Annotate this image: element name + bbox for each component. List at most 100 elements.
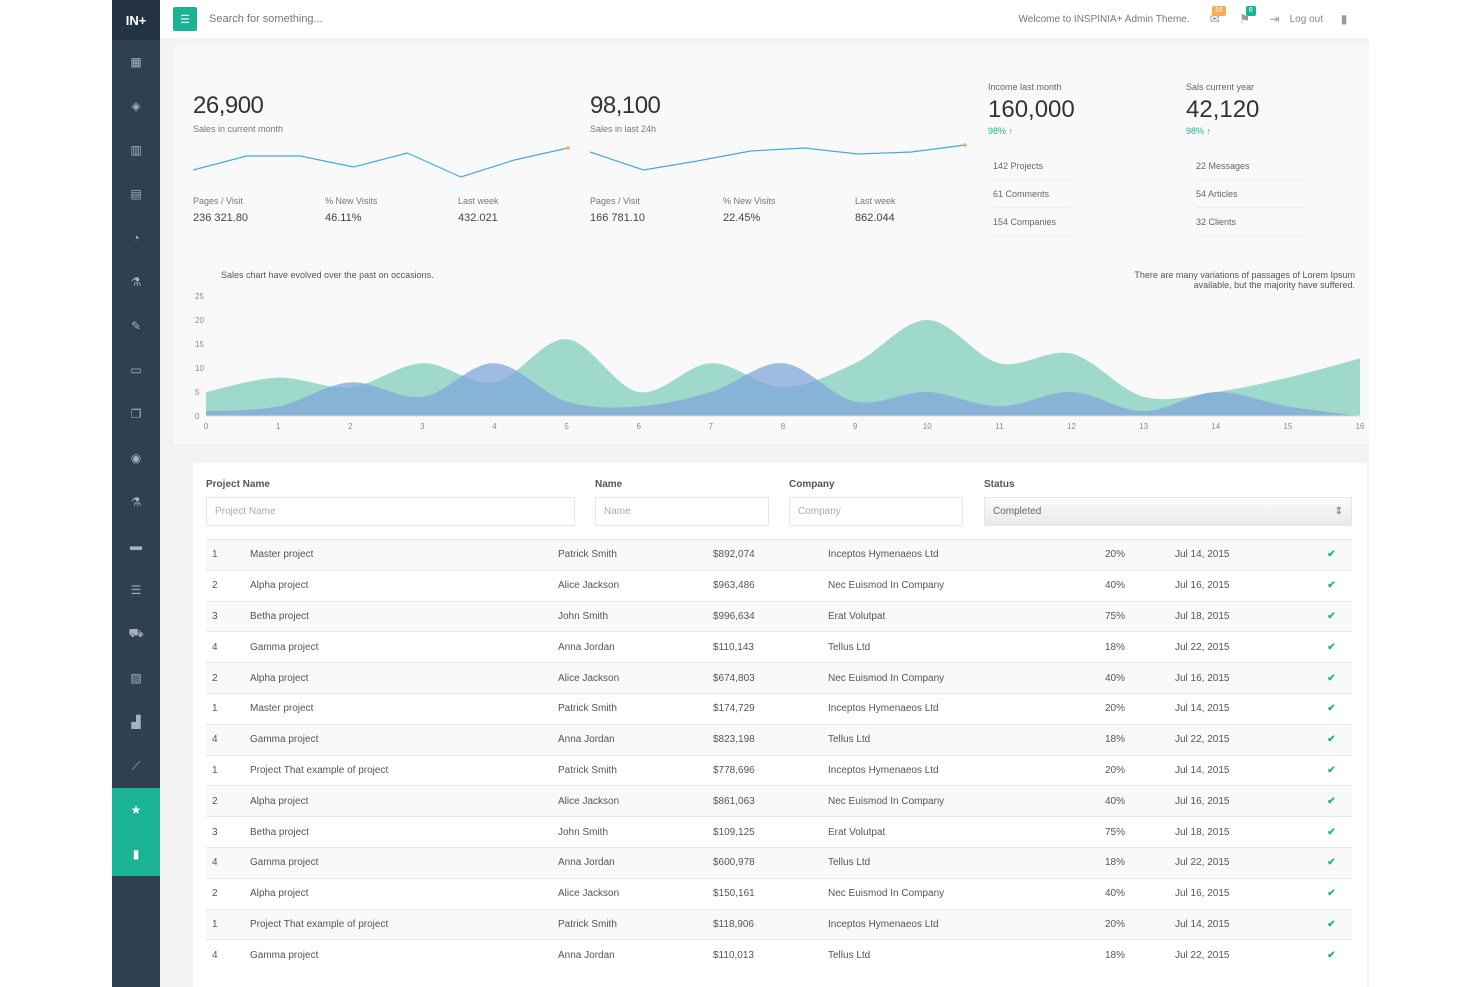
sidebar-item-8[interactable]: ❐: [112, 392, 160, 436]
project-name: Gamma project: [250, 857, 319, 869]
welcome-message: Welcome to INSPINIA+ Admin Theme.: [1018, 13, 1190, 25]
check-icon: ✔: [1327, 549, 1336, 561]
chart-note-left: Sales chart have evolved over the past o…: [221, 270, 434, 280]
logout-link[interactable]: Log out: [1289, 13, 1323, 25]
completion: 20%: [1105, 549, 1126, 561]
amount: $674,803: [713, 672, 755, 684]
amount: $778,696: [713, 764, 755, 776]
completion: 40%: [1105, 580, 1126, 592]
star-icon: ★: [130, 803, 142, 817]
amount: $861,063: [713, 795, 755, 807]
check-icon: ✔: [1327, 703, 1336, 715]
amount: $118,906: [713, 918, 754, 930]
tasks-icon[interactable]: ▮: [1340, 12, 1348, 26]
amount: $963,486: [713, 580, 755, 592]
y-tick-label: 5: [195, 388, 200, 397]
project-name-input[interactable]: [206, 497, 575, 526]
sidebar-item-7[interactable]: ▭: [112, 348, 160, 392]
company-input[interactable]: [789, 497, 963, 526]
amount: $600,978: [713, 857, 755, 869]
table-row[interactable]: 4 Gamma project Anna Jordan $110,013 Tellus …: [206, 939, 1352, 971]
table-row[interactable]: 1 Project That example of project Patrick …: [206, 909, 1352, 940]
table-row[interactable]: 4 Gamma project Anna Jordan $110,143 Tellus …: [206, 631, 1352, 663]
name-label: Name: [595, 479, 623, 490]
y-tick-label: 20: [195, 316, 204, 325]
sidebar: IN+ ▦ ◈ ▥ ▤ ◔ ⚗ ✎ ▭ ❐ ◉ ⚗ ▬ ☰ ⛟ ▨ ▟ ⟋ ★ ▮: [112, 0, 160, 987]
sidebar-item-5[interactable]: ⚗: [112, 260, 160, 304]
metric-pages-visit: Pages / Visit 166 781.10: [590, 196, 646, 224]
person-name: Patrick Smith: [558, 764, 617, 776]
sidebar-item-4[interactable]: ◔: [112, 216, 160, 260]
table-row[interactable]: 2 Alpha project Alice Jackson $150,161 Nec E…: [206, 878, 1352, 909]
sidebar-item-1[interactable]: ◈: [112, 84, 160, 128]
x-tick-label: 14: [1211, 422, 1220, 431]
sidebar-item-12[interactable]: ☰: [112, 568, 160, 612]
menu-toggle-button[interactable]: ☰: [173, 7, 197, 31]
sidebar-item-18[interactable]: ▮: [112, 832, 160, 876]
table-row[interactable]: 2 Alpha project Alice Jackson $674,803 Nec E…: [206, 662, 1352, 694]
sidebar-item-10[interactable]: ⚗: [112, 480, 160, 524]
row-index: 1: [212, 918, 218, 930]
sidebar-item-3[interactable]: ▤: [112, 172, 160, 216]
row-index: 2: [212, 672, 218, 684]
table-row[interactable]: 1 Project That example of project Patrick …: [206, 755, 1352, 786]
status-label: Status: [984, 479, 1015, 490]
sidebar-item-2[interactable]: ▥: [112, 128, 160, 172]
sidebar-nav: ▦ ◈ ▥ ▤ ◔ ⚗ ✎ ▭ ❐ ◉ ⚗ ▬ ☰ ⛟ ▨ ▟ ⟋ ★ ▮: [112, 40, 160, 876]
flask-icon: ⚗: [130, 495, 142, 509]
table-row[interactable]: 4 Gamma project Anna Jordan $600,978 Tellus …: [206, 847, 1352, 879]
sparkline-mid: [590, 143, 967, 171]
x-tick-label: 8: [781, 422, 786, 431]
name-input[interactable]: [595, 497, 769, 526]
sidebar-item-17[interactable]: ★: [112, 788, 160, 832]
summary-list-left: 142 Projects 61 Comments 154 Companies: [993, 152, 1071, 236]
sidebar-item-6[interactable]: ✎: [112, 304, 160, 348]
table-row[interactable]: 3 Betha project John Smith $109,125 Erat Vol…: [206, 816, 1352, 848]
date: Jul 16, 2015: [1175, 888, 1230, 900]
area-series-1: [206, 363, 1360, 416]
table-row[interactable]: 4 Gamma project Anna Jordan $823,198 Tellus …: [206, 724, 1352, 756]
table-row[interactable]: 1 Master project Patrick Smith $174,729 Ince…: [206, 693, 1352, 724]
sidebar-item-14[interactable]: ▨: [112, 656, 160, 700]
sidebar-item-9[interactable]: ◉: [112, 436, 160, 480]
amount: $110,143: [713, 641, 754, 653]
search-input[interactable]: [209, 13, 589, 25]
sidebar-item-0[interactable]: ▦: [112, 40, 160, 84]
sidebar-item-15[interactable]: ▟: [112, 700, 160, 744]
envelope-icon[interactable]: ✉ 16: [1204, 6, 1226, 26]
date: Jul 22, 2015: [1175, 857, 1230, 869]
completion: 18%: [1105, 734, 1126, 746]
check-icon: ✔: [1327, 888, 1336, 900]
amount: $996,634: [713, 610, 755, 622]
project-name: Betha project: [250, 610, 309, 622]
x-tick-label: 11: [995, 422, 1004, 431]
date: Jul 22, 2015: [1175, 641, 1230, 653]
list-item: 22 Messages: [1196, 152, 1306, 180]
brand-logo[interactable]: IN+: [112, 0, 160, 40]
sign-out-icon[interactable]: ⇥: [1269, 12, 1280, 26]
magic-icon: ⟋: [131, 758, 141, 773]
table-row[interactable]: 3 Betha project John Smith $996,634 Erat Vol…: [206, 601, 1352, 632]
sparkline-left: [193, 146, 570, 178]
company-name: Nec Euismod In Company: [828, 795, 945, 807]
bell-icon[interactable]: ⚑ 8: [1234, 6, 1256, 26]
projects-table-panel: Project Name Name Company Status Complet…: [193, 463, 1367, 987]
date: Jul 14, 2015: [1175, 918, 1230, 930]
person-name: John Smith: [558, 826, 609, 838]
sidebar-item-16[interactable]: ⟋: [112, 744, 160, 788]
sidebar-item-11[interactable]: ▬: [112, 524, 160, 568]
project-name: Master project: [250, 703, 314, 715]
date: Jul 14, 2015: [1175, 549, 1230, 561]
date: Jul 16, 2015: [1175, 580, 1230, 592]
status-select[interactable]: Completed ⇕: [984, 497, 1352, 526]
x-tick-label: 4: [492, 422, 497, 431]
table-row[interactable]: 2 Alpha project Alice Jackson $963,486 Nec E…: [206, 570, 1352, 601]
envelope-icon: ▤: [130, 187, 142, 201]
stat-value: 98,100: [590, 92, 661, 119]
person-name: Patrick Smith: [558, 703, 617, 715]
sidebar-item-13[interactable]: ⛟: [112, 612, 160, 656]
table-row[interactable]: 2 Alpha project Alice Jackson $861,063 Nec E…: [206, 785, 1352, 817]
amount: $109,125: [713, 826, 755, 838]
table-row[interactable]: 1 Master project Patrick Smith $892,074 Ince…: [206, 539, 1352, 571]
x-tick-label: 15: [1283, 422, 1292, 431]
